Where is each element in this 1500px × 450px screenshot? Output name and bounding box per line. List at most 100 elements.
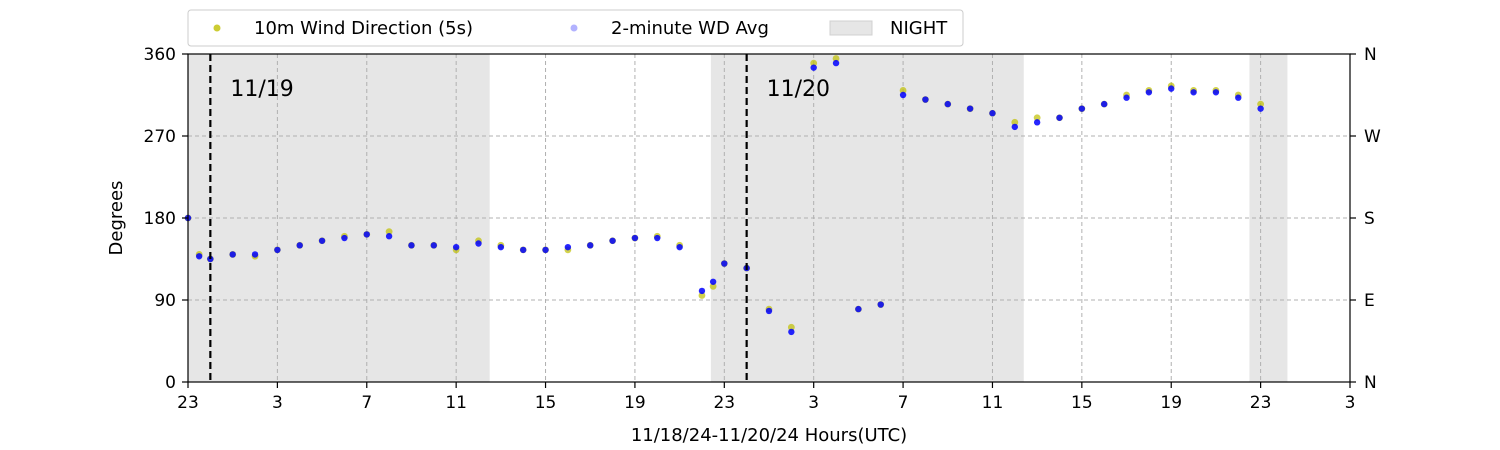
legend-frame [187,9,964,47]
data-point [318,237,326,244]
x-tick-label: 11 [445,393,467,413]
x-tick-label: 15 [1071,393,1093,413]
data-point [195,253,203,260]
legend-swatch [570,24,578,32]
legend-label: NIGHT [890,18,948,39]
legend-swatch [213,24,221,32]
series-layer [184,55,1265,336]
data-point [452,243,460,251]
data-point [899,87,907,94]
data-point [497,243,505,251]
data-point [363,231,370,238]
data-point [899,91,907,99]
x-tick-label: 3 [272,393,283,413]
data-point [855,305,862,313]
legend: 10m Wind Direction (5s) 2-minute WD Avg NI… [187,9,964,47]
x-tick-label: 23 [713,393,735,413]
x-tick-label: 23 [177,393,199,413]
data-point [1056,114,1063,121]
data-point [587,242,594,249]
legend-label: 2-minute WD Avg [611,18,769,39]
data-point [787,323,795,331]
data-point [1257,105,1264,112]
x-tick-label: 15 [535,393,557,413]
data-point [1212,89,1220,96]
x-tick-label: 19 [624,393,646,413]
legend-item-1: 2-minute WD Avg [570,18,769,39]
x-tick-label: 7 [898,393,909,413]
data-point [654,234,661,242]
data-point [1011,118,1019,126]
data-point [564,243,572,251]
legend-item-0: 10m Wind Direction (5s) [213,18,473,39]
data-point [676,243,683,251]
data-point [385,228,393,236]
data-point [698,292,706,299]
y-tick-label: 360 [144,45,176,65]
data-point [788,328,795,336]
x-axis-label: 11/18/24-11/20/24 Hours(UTC) [631,425,907,446]
data-point [296,242,303,249]
data-point [251,251,259,258]
data-point [1100,100,1108,108]
y2-tick-label: S [1364,209,1375,229]
data-point [1123,94,1130,101]
legend-swatch [829,20,873,36]
x-tick-label: 11 [982,393,1004,413]
data-point [1033,119,1041,126]
legend-label: 10m Wind Direction (5s) [254,18,473,39]
data-point [1033,114,1041,122]
x-tick-label: 3 [1345,393,1356,413]
y2-tick-label: N [1364,45,1377,65]
data-point [989,110,996,117]
data-point [1078,105,1086,112]
y-tick-label: 270 [144,127,176,147]
data-point [765,307,773,315]
y-tick-label: 180 [144,209,176,229]
data-point [631,234,639,242]
data-point [832,59,840,67]
legend-item-2: NIGHT [829,18,948,39]
day-marker-label: 11/20 [767,77,830,102]
x-tick-label: 23 [1250,393,1272,413]
data-point [430,242,438,249]
day-marker-label: 11/19 [230,77,293,102]
data-point [1168,85,1175,92]
data-point [966,105,974,112]
data-point [519,246,527,254]
day-marker-layer: 11/19 11/20 [209,54,830,382]
data-point [877,301,884,308]
y2-tick-label: N [1364,373,1377,393]
data-point [709,282,717,290]
y2-tick-label: W [1364,127,1381,147]
x-tick-label: 19 [1160,393,1182,413]
y-tick-label: 90 [154,291,176,311]
data-point [709,278,717,285]
x-tick-label: 7 [361,393,372,413]
data-point [944,100,951,108]
data-point [609,237,616,244]
data-point [810,59,818,67]
data-point [832,55,840,62]
data-point [229,251,236,258]
data-point [341,234,348,242]
data-point [385,233,393,240]
series-wd-2min-avg [184,59,1264,336]
y-axis-label: Degrees [106,181,127,256]
data-point [698,287,706,295]
data-point [721,260,728,267]
data-point [475,240,482,247]
data-point [274,246,281,254]
data-point [1257,100,1265,108]
data-point [922,96,929,103]
grid-layer [188,54,1350,382]
y-tick-label: 0 [165,373,176,393]
data-point [408,242,415,249]
data-point [542,246,549,254]
data-point [1190,89,1197,96]
axis-layer: 23 3 7 11 15 19 23 3 7 11 15 19 23 3 0 90 180 270 360 N E S W N [144,45,1381,413]
data-point [1235,94,1242,101]
data-point [1011,123,1019,131]
data-point [810,64,817,71]
